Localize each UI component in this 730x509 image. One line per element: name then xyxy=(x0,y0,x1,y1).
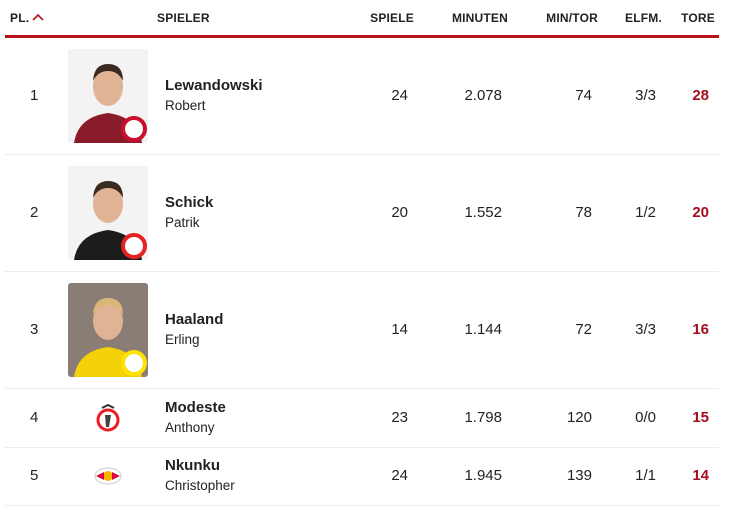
first-name: Patrik xyxy=(165,214,200,230)
goals: 28 xyxy=(692,87,709,104)
table-row[interactable]: 2 Schick Patrik 20 1.552 78 1/2 20 xyxy=(5,154,719,272)
goals: 16 xyxy=(692,320,709,338)
header-min-per-goal[interactable]: MIN/TOR xyxy=(546,11,598,25)
player-name: Lewandowski Robert xyxy=(165,77,263,113)
table-row[interactable]: 4 Modeste Anthony 23 1.798 120 0/0 15 xyxy=(5,389,719,448)
rank: 2 xyxy=(30,203,39,221)
last-name: Schick xyxy=(165,193,214,211)
min-per-goal: 120 xyxy=(566,409,592,426)
rank: 4 xyxy=(30,409,39,426)
goals: 14 xyxy=(692,467,709,484)
min-per-goal: 139 xyxy=(566,467,592,484)
min-per-goal: 72 xyxy=(575,320,592,338)
minutes: 1.798 xyxy=(464,409,502,426)
games: 20 xyxy=(391,203,408,221)
penalties: 3/3 xyxy=(635,320,656,338)
first-name: Anthony xyxy=(165,420,215,435)
min-per-goal: 74 xyxy=(575,87,592,104)
header-goals[interactable]: TORE xyxy=(681,11,715,25)
header-games[interactable]: SPIELE xyxy=(370,11,414,25)
min-per-goal: 78 xyxy=(575,203,592,221)
table-row[interactable]: 5 Nkunku Christopher 24 1.945 139 1/1 14 xyxy=(5,447,719,506)
player-photo xyxy=(68,49,148,143)
header-penalties[interactable]: ELFM. xyxy=(625,11,662,25)
club-logo xyxy=(96,403,120,432)
penalties: 1/1 xyxy=(635,467,656,484)
player-name: Schick Patrik xyxy=(165,194,213,230)
first-name: Christopher xyxy=(165,478,235,493)
minutes: 1.144 xyxy=(464,320,502,338)
games: 24 xyxy=(391,467,408,484)
goals: 15 xyxy=(692,409,709,426)
player-name: Nkunku Christopher xyxy=(165,457,235,493)
penalties: 0/0 xyxy=(635,409,656,426)
last-name: Modeste xyxy=(165,399,226,416)
last-name: Nkunku xyxy=(165,457,221,474)
header-minutes[interactable]: MINUTEN xyxy=(451,11,508,25)
club-logo xyxy=(94,467,122,485)
last-name: Haaland xyxy=(165,310,224,328)
first-name: Erling xyxy=(165,331,200,347)
minutes: 2.078 xyxy=(464,87,502,104)
player-photo xyxy=(68,165,148,260)
rank: 3 xyxy=(30,320,39,338)
minutes: 1.945 xyxy=(464,467,502,484)
first-name: Robert xyxy=(165,98,206,113)
games: 24 xyxy=(391,87,408,104)
games: 14 xyxy=(391,320,408,338)
games: 23 xyxy=(391,409,408,426)
player-name: Modeste Anthony xyxy=(165,399,226,435)
table-row[interactable]: 3 Haaland Erling 14 1.144 72 3/3 16 xyxy=(5,271,719,389)
header-player[interactable]: SPIELER xyxy=(157,11,210,25)
rank: 1 xyxy=(30,87,39,104)
table-row[interactable]: 1 Lewandowski Robert 24 2.078 74 3/3 28 xyxy=(5,38,719,155)
player-name: Haaland Erling xyxy=(165,311,223,347)
penalties: 3/3 xyxy=(635,87,656,104)
last-name: Lewandowski xyxy=(165,77,263,94)
sort-arrow[interactable] xyxy=(31,12,45,22)
minutes: 1.552 xyxy=(464,203,502,221)
header-rule xyxy=(5,35,719,38)
header-rank[interactable]: PL. xyxy=(10,11,30,25)
player-photo xyxy=(68,282,148,377)
penalties: 1/2 xyxy=(635,203,656,221)
goals: 20 xyxy=(692,203,709,221)
rank: 5 xyxy=(30,467,39,484)
